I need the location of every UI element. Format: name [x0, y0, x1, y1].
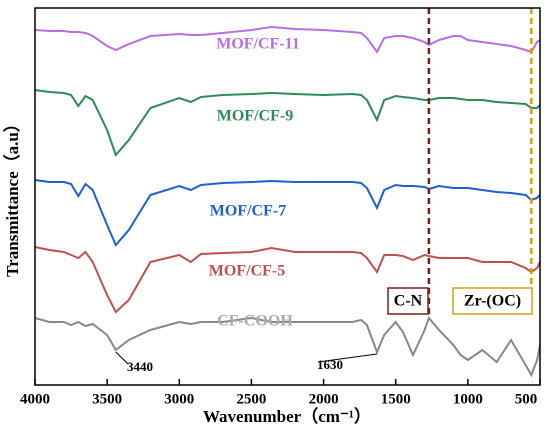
series-label: MOF/CF-11 [216, 36, 300, 53]
x-axis-title: Wavenumber（cm⁻¹） [203, 406, 371, 426]
x-tick-label: 4000 [20, 391, 50, 407]
series-label: CF-COOH [217, 313, 293, 330]
reference-box [452, 287, 533, 315]
x-tick-label: 1500 [381, 391, 411, 407]
reference-box [387, 287, 429, 315]
series-label: MOF/CF-7 [210, 203, 286, 220]
peak-label: 3440 [127, 359, 153, 374]
peak-leader [317, 353, 378, 363]
series-label: MOF/CF-9 [217, 108, 293, 125]
y-axis-title: Transmittance（a.u） [2, 115, 22, 277]
x-tick-label: 3500 [92, 391, 122, 407]
series-line [34, 89, 541, 157]
x-tick-label: 1000 [453, 391, 483, 407]
x-tick-label: 2000 [309, 391, 339, 407]
reference-label: C-N [394, 293, 423, 310]
peak-leader [115, 351, 129, 365]
x-tick-label: 2500 [236, 391, 266, 407]
x-tick-label: 3000 [164, 391, 194, 407]
series-line [34, 179, 541, 247]
series-label: MOF/CF-5 [209, 263, 285, 280]
plot-frame [34, 7, 541, 386]
reference-label: Zr-(OC) [464, 293, 521, 310]
series-line [34, 316, 541, 378]
series-line [34, 246, 541, 314]
peak-label: 1630 [317, 357, 343, 372]
x-tick-label: 500 [515, 391, 538, 407]
series-line [34, 25, 541, 54]
